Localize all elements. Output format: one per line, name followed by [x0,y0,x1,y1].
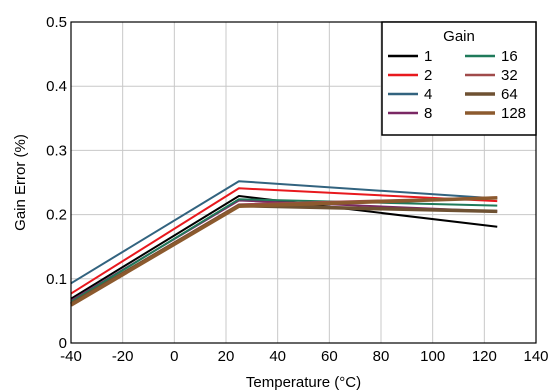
x-tick-label: 60 [321,348,338,365]
y-tick-labels: 0 0.1 0.2 0.3 0.4 0.5 [46,14,67,352]
series-line-gain-16 [70,198,498,303]
legend-label-gain-4: 4 [424,86,432,103]
x-tick-label: -40 [60,348,82,365]
series-line-gain-128 [70,196,498,307]
x-tick-label: 40 [269,348,286,365]
y-tick-label: 0.4 [46,78,67,95]
series-line-gain-64 [70,203,498,306]
x-tick-label: 140 [523,348,548,365]
legend-label-gain-128: 128 [501,105,526,122]
x-tick-label: -20 [112,348,134,365]
legend-label-gain-8: 8 [424,105,432,122]
series-line-gain-1 [70,194,498,300]
legend: Gain 1 2 4 8 16 32 64 128 [381,21,537,136]
y-axis-label: Gain Error (%) [12,134,29,231]
legend-items: 1 2 4 8 16 32 64 128 [388,48,526,122]
y-tick-label: 0.1 [46,271,67,288]
legend-label-gain-16: 16 [501,48,518,65]
series-lines [70,180,498,307]
y-tick-label: 0.5 [46,14,67,31]
x-tick-label: 0 [170,348,178,365]
y-tick-label: 0 [59,335,67,352]
plot-frame [70,21,537,344]
series-line-gain-2 [70,187,498,295]
x-tick-label: 80 [373,348,390,365]
y-tick-label: 0.2 [46,207,67,224]
legend-box [381,21,537,136]
legend-title: Gain [443,28,475,45]
series-line-gain-4 [70,180,498,285]
series-line-gain-32 [70,196,498,305]
legend-label-gain-1: 1 [424,48,432,65]
x-tick-label: 100 [420,348,445,365]
x-axis-label: Temperature (°C) [246,374,361,390]
legend-label-gain-2: 2 [424,67,432,84]
x-tick-label: 120 [472,348,497,365]
legend-label-gain-64: 64 [501,86,518,103]
legend-label-gain-32: 32 [501,67,518,84]
x-tick-label: 20 [218,348,235,365]
x-tick-labels: -40 -20 0 20 40 60 80 100 120 140 [60,348,548,365]
series-line-gain-8 [70,199,498,302]
y-tick-label: 0.3 [46,142,67,159]
